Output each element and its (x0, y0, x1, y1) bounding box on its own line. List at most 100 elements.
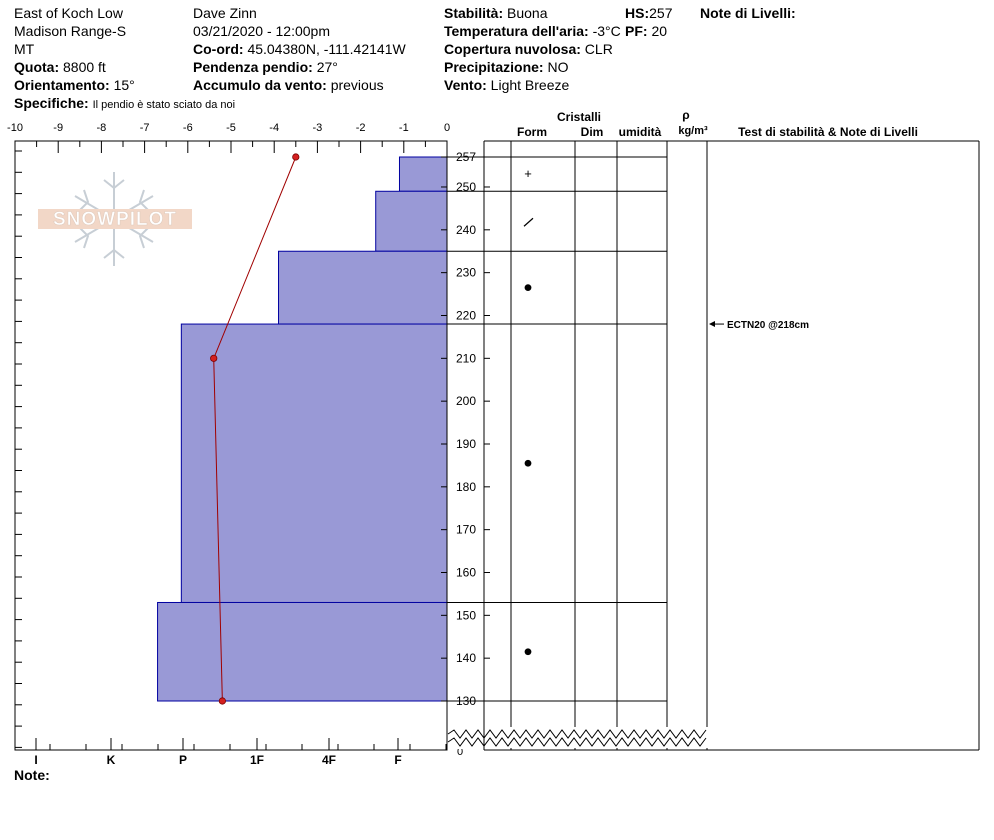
coord-label: Co-ord: (193, 41, 244, 57)
temp-tick-label: -1 (399, 122, 409, 134)
stability-value: Buona (507, 5, 548, 21)
coordinates: Co-ord: 45.04380N, -111.42141W (193, 40, 406, 58)
cloud-cover: Copertura nuvolosa: CLR (444, 40, 613, 58)
temp-tick-label: 0 (444, 122, 450, 134)
elevation: Quota: 8800 ft (14, 58, 106, 76)
snow-height: HS:257 (625, 4, 672, 22)
wind-load-label: Accumulo da vento: (193, 77, 327, 93)
elevation-value: 8800 ft (63, 59, 106, 75)
temperature-point (292, 153, 300, 161)
temp-tick-label: -3 (313, 122, 323, 134)
axis-break-lower (447, 737, 707, 747)
cloud-label: Copertura nuvolosa: (444, 41, 581, 57)
temperature-point (218, 697, 226, 705)
datetime: 03/21/2020 - 12:00pm (193, 23, 330, 39)
temp-tick-label: -2 (356, 122, 366, 134)
depth-label: 180 (456, 480, 476, 494)
wind: Vento: Light Breeze (444, 76, 569, 94)
elevation-label: Quota: (14, 59, 60, 75)
specifics: Specifiche: Il pendio è stato sciato da … (14, 94, 235, 114)
precipitation: Precipitazione: NO (444, 58, 568, 76)
logo-banner (38, 209, 192, 229)
layer-notes-heading: Note di Livelli: (700, 4, 796, 22)
tests-header: Test di stabilità & Note di Livelli (738, 125, 918, 139)
precip-value: NO (547, 59, 569, 75)
size-header: Dim (581, 125, 604, 139)
depth-label: 150 (456, 608, 476, 622)
aspect-value: 15° (113, 77, 135, 93)
form-round-icon (524, 648, 532, 656)
temp-tick-label: -8 (97, 122, 107, 134)
hs-value: 257 (649, 5, 673, 21)
wind-label: Vento: (444, 77, 487, 93)
depth-label: 200 (456, 394, 476, 408)
depth-zero-label: 0 (457, 746, 463, 758)
slope-label: Pendenza pendio: (193, 59, 313, 75)
aspect-label: Orientamento: (14, 77, 110, 93)
temp-tick-label: -4 (269, 122, 279, 134)
crystals-header: Cristalli (557, 110, 601, 124)
observer: Dave Zinn (193, 5, 257, 21)
state: MT (14, 41, 35, 57)
temp-tick-label: -5 (226, 122, 236, 134)
specifics-label: Specifiche: (14, 95, 89, 111)
cloud-value: CLR (584, 41, 613, 57)
depth-label: 220 (456, 308, 476, 322)
aspect: Orientamento: 15° (14, 76, 135, 94)
layer-bar-3 (180, 323, 448, 603)
break-mask (448, 727, 708, 749)
temperature-point (210, 354, 218, 362)
form-round-icon (524, 459, 532, 467)
layer-bar-0 (398, 156, 448, 192)
depth-label: 190 (456, 437, 476, 451)
test-label: ECTN20 @218cm (727, 320, 809, 331)
wind-load-value: previous (330, 77, 384, 93)
hardness-label: 1F (250, 753, 264, 767)
note-label: Note: (14, 767, 50, 783)
range: Madison Range-S (14, 23, 127, 39)
density-unit-header: kg/m³ (678, 125, 708, 137)
slope: Pendenza pendio: 27° (193, 58, 338, 76)
specifics-value: Il pendio è stato sciato da noi (92, 99, 236, 111)
air-temp-label: Temperatura dell'aria: (444, 23, 589, 39)
rho-header: ρ (682, 108, 689, 122)
layer-bar-4 (157, 601, 448, 702)
temp-tick-label: -10 (7, 122, 23, 134)
layer-bar-1 (375, 190, 448, 252)
form-round-icon (524, 284, 532, 292)
depth-label: 210 (456, 351, 476, 365)
temp-tick-label: -7 (140, 122, 150, 134)
form-plus-icon: + (524, 166, 532, 181)
note: Note: (14, 766, 50, 784)
axis-break-upper (447, 729, 707, 739)
location: East of Koch Low (14, 5, 123, 21)
wind-value: Light Breeze (490, 77, 570, 93)
snowpilot-logo: SNOWPILOT (38, 172, 192, 266)
layer-bar-2 (278, 250, 448, 325)
depth-label: 140 (456, 651, 476, 665)
moisture-header: umidità (619, 125, 662, 139)
depth-label: 170 (456, 523, 476, 537)
stability: Stabilità: Buona (444, 4, 548, 22)
hardness-label: F (394, 753, 401, 767)
pf-value: 20 (651, 23, 668, 39)
hardness-label: 4F (322, 753, 336, 767)
temp-tick-label: -9 (53, 122, 63, 134)
hardness-label: P (179, 753, 187, 767)
logo-text: SNOWPILOT (53, 209, 177, 230)
depth-label: 160 (456, 565, 476, 579)
temp-tick-label: -6 (183, 122, 193, 134)
hardness-label: K (107, 753, 116, 767)
air-temp: Temperatura dell'aria: -3°C (444, 22, 621, 40)
hardness-label: I (34, 753, 37, 767)
form-slash-icon (523, 217, 534, 227)
depth-label: 230 (456, 266, 476, 280)
depth-label: 240 (456, 223, 476, 237)
wind-load: Accumulo da vento: previous (193, 76, 384, 94)
pf-label: PF: (625, 23, 648, 39)
air-temp-value: -3°C (592, 23, 621, 39)
foot-penetration: PF: 20 (625, 22, 668, 40)
test-arrow-icon (709, 321, 715, 328)
coord-value: 45.04380N, -111.42141W (247, 41, 406, 57)
